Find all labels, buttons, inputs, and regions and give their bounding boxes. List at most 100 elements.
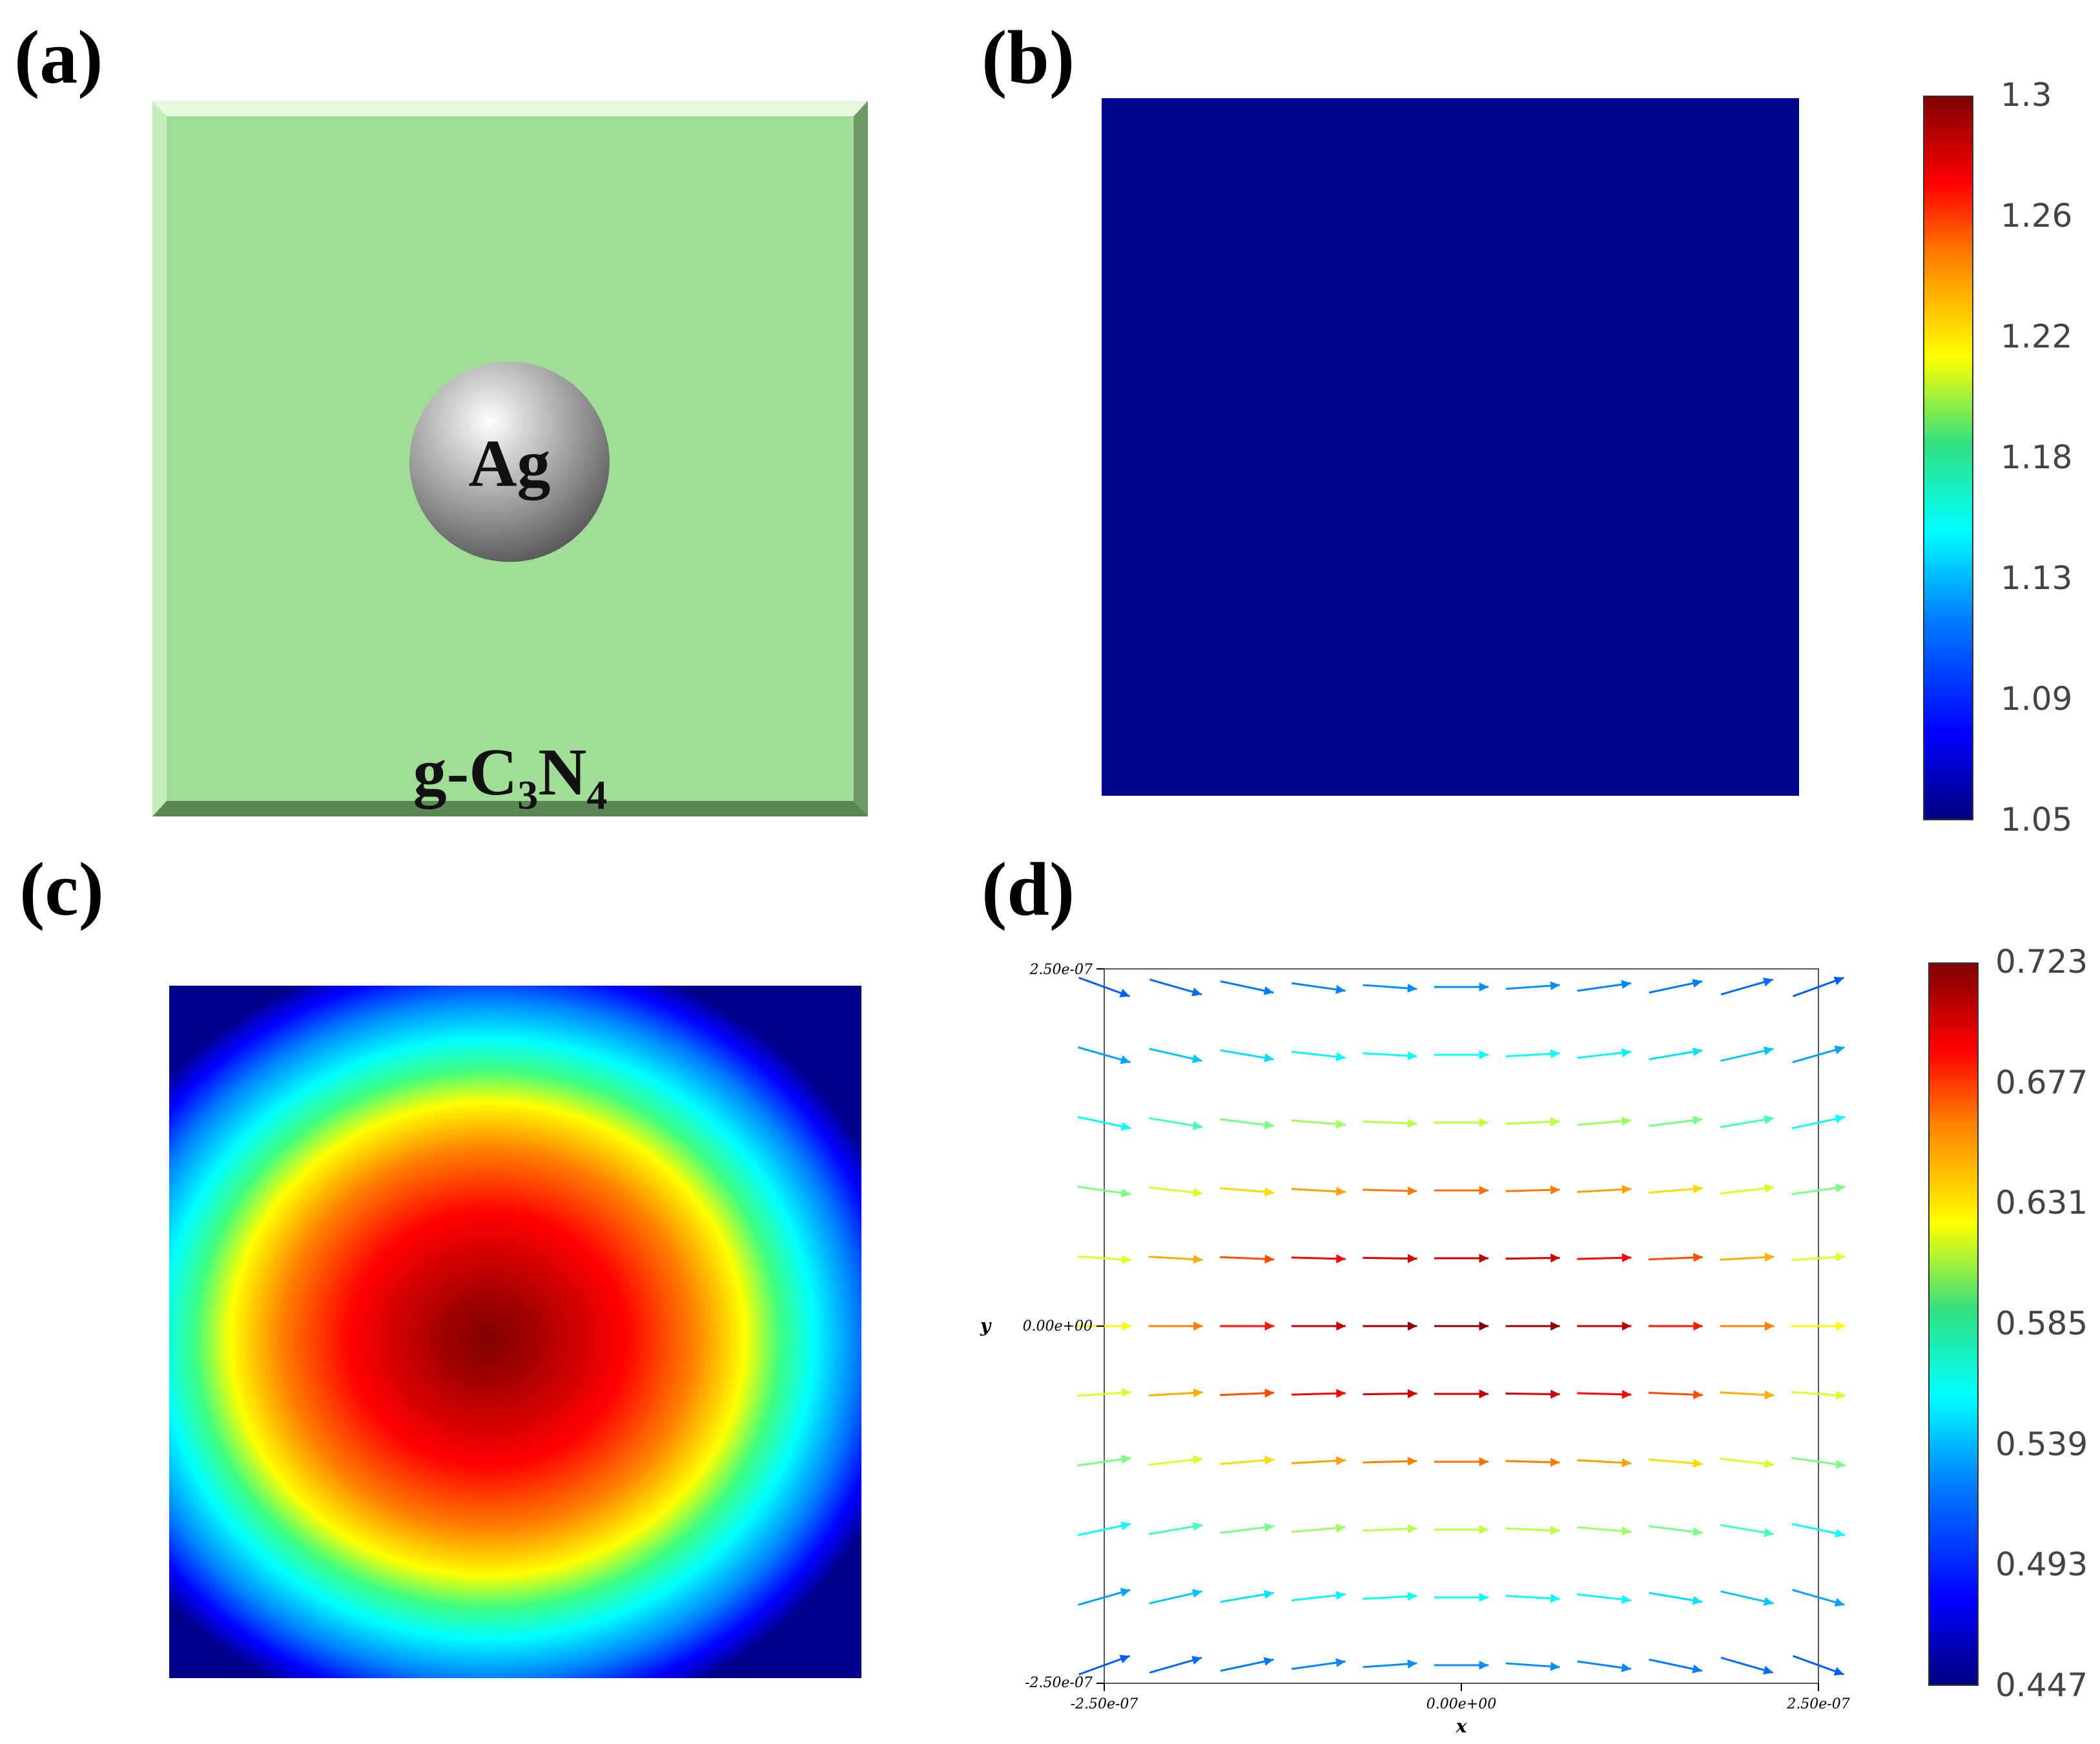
vector-arrowhead bbox=[1122, 1322, 1131, 1331]
vector-arrowhead bbox=[1834, 1597, 1845, 1607]
x-axis-label: x bbox=[1456, 1716, 1467, 1737]
vector-arrowhead bbox=[1764, 1459, 1775, 1468]
vector-arrowhead bbox=[1836, 1390, 1846, 1400]
vector-arrowhead bbox=[1763, 1046, 1774, 1055]
vector-arrowhead bbox=[1550, 1457, 1560, 1467]
vector-arrowhead bbox=[1479, 1593, 1488, 1602]
vector-arrowhead bbox=[1407, 1389, 1417, 1398]
vector-arrowhead bbox=[1264, 1590, 1274, 1599]
vector-arrowhead bbox=[1479, 1050, 1488, 1059]
vector-arrowhead bbox=[1120, 1121, 1131, 1131]
vector-arrowhead bbox=[1191, 1656, 1202, 1665]
vector-arrowhead bbox=[1407, 1457, 1417, 1466]
vector-arrowhead bbox=[1335, 1052, 1346, 1061]
vector-arrowhead bbox=[1693, 1322, 1703, 1331]
vector-arrowhead bbox=[1621, 1458, 1632, 1468]
vector-arrowhead bbox=[1550, 1322, 1560, 1331]
vector-arrowhead bbox=[1621, 1253, 1632, 1263]
vector-arrowhead bbox=[1762, 1665, 1773, 1675]
vector-arrowhead bbox=[1336, 1322, 1346, 1331]
vector-arrowhead bbox=[1621, 1663, 1631, 1672]
vector-arrowhead bbox=[1621, 1322, 1632, 1331]
vector-arrowhead bbox=[1762, 977, 1773, 987]
x-tick-mid: 0.00e+00 bbox=[1426, 1696, 1496, 1712]
vector-arrowhead bbox=[1120, 1588, 1131, 1597]
vector-arrowhead bbox=[1550, 1049, 1560, 1059]
vector-arrowhead bbox=[1335, 1591, 1346, 1600]
panel-d-colorbar-tick: 0.585 bbox=[1995, 1305, 2088, 1342]
vector-arrowhead bbox=[1121, 1188, 1131, 1198]
panel-b-colorbar-tick: 1.13 bbox=[2001, 559, 2073, 597]
vector-arrowhead bbox=[1479, 1457, 1488, 1466]
vector-arrowhead bbox=[1263, 1657, 1274, 1666]
vector-arrowhead bbox=[1264, 1120, 1274, 1130]
vector-arrowhead bbox=[1621, 1048, 1631, 1057]
y-tick-mid: 0.00e+00 bbox=[1023, 1318, 1093, 1334]
vector-arrowhead bbox=[1693, 1459, 1703, 1468]
vector-arrowhead bbox=[1479, 1254, 1488, 1263]
panel-b-label: (b) bbox=[982, 15, 1075, 99]
vector-arrowhead bbox=[1550, 1389, 1560, 1399]
ag-label: Ag bbox=[468, 426, 551, 501]
vector-arrowhead bbox=[1693, 1252, 1703, 1262]
vector-arrowhead bbox=[1764, 1322, 1775, 1331]
vector-arrowhead bbox=[1335, 984, 1346, 994]
panel-d-colorbar-tick: 0.447 bbox=[1995, 1666, 2088, 1704]
x-tick-left: -2.50e-07 bbox=[1071, 1696, 1138, 1712]
vector-arrowhead bbox=[1550, 1185, 1560, 1195]
vector-arrowhead bbox=[1834, 1045, 1845, 1055]
panel-d-colorbar-tick: 0.539 bbox=[1995, 1425, 2088, 1463]
vector-arrowhead bbox=[1621, 1185, 1632, 1194]
vector-arrowhead bbox=[1120, 1521, 1131, 1531]
panel-d-colorbar-tick: 0.723 bbox=[1995, 943, 2088, 981]
panel-b-colorbar-tick: 1.3 bbox=[2001, 76, 2052, 114]
vector-arrowhead bbox=[1264, 1053, 1274, 1063]
panel-d-colorbar bbox=[1928, 962, 1979, 1686]
vector-arrowhead bbox=[1263, 986, 1274, 995]
panel-b-colorbar-tick: 1.05 bbox=[2001, 801, 2073, 838]
vector-arrowhead bbox=[1764, 1184, 1775, 1193]
vector-arrowhead bbox=[1833, 977, 1844, 986]
vector-arrowhead bbox=[1479, 1186, 1488, 1195]
vector-arrowhead bbox=[1835, 1528, 1846, 1538]
vector-arrowhead bbox=[1835, 1114, 1846, 1124]
y-tick-bottom: -2.50e-07 bbox=[1025, 1675, 1093, 1691]
vector-arrowhead bbox=[1833, 1666, 1844, 1676]
vector-arrowhead bbox=[1407, 1322, 1417, 1331]
vector-arrowhead bbox=[1407, 1186, 1417, 1196]
vector-arrowhead bbox=[1479, 1322, 1488, 1331]
vector-arrowhead bbox=[1191, 1589, 1202, 1598]
vector-arrowhead bbox=[1122, 1388, 1131, 1398]
vector-arrowhead bbox=[1335, 1523, 1346, 1533]
panel-b-colorbar-tick: 1.26 bbox=[2001, 197, 2073, 234]
vector-arrowhead bbox=[1693, 1527, 1703, 1537]
vector-arrowhead bbox=[1193, 1388, 1203, 1398]
panel-b-colorbar-tick: 1.18 bbox=[2001, 439, 2073, 476]
vector-arrowhead bbox=[1122, 1254, 1131, 1264]
vector-arrowhead bbox=[1192, 1121, 1203, 1130]
vector-arrowhead bbox=[1479, 1525, 1488, 1534]
vector-arrowhead bbox=[1407, 983, 1417, 993]
vector-arrowhead bbox=[1479, 1661, 1488, 1670]
vector-arrowhead bbox=[1550, 1526, 1560, 1535]
vector-arrowhead bbox=[1550, 1593, 1560, 1603]
vector-arrowhead bbox=[1335, 1658, 1346, 1668]
vector-arrowhead bbox=[1193, 1455, 1203, 1464]
vector-arrowhead bbox=[1264, 1187, 1275, 1197]
vector-arrowhead bbox=[1764, 1252, 1775, 1262]
panel-d-colorbar-tick: 0.631 bbox=[1995, 1184, 2088, 1222]
vector-arrowhead bbox=[1336, 1389, 1346, 1398]
vector-arrowhead bbox=[1264, 1455, 1275, 1465]
vector-arrowhead bbox=[1550, 1661, 1560, 1671]
vector-arrowhead bbox=[1335, 1119, 1346, 1129]
vector-arrowhead bbox=[1407, 1254, 1417, 1263]
vector-arrowhead bbox=[1121, 1455, 1131, 1464]
vector-arrowhead bbox=[1264, 1254, 1275, 1264]
vector-arrowhead bbox=[1621, 1116, 1632, 1126]
vector-arrowhead bbox=[1621, 1595, 1631, 1604]
vector-arrowhead bbox=[1693, 1116, 1703, 1125]
vector-arrowhead bbox=[1550, 1253, 1560, 1263]
vector-arrowhead bbox=[1836, 1322, 1846, 1331]
y-tick-top: 2.50e-07 bbox=[1029, 962, 1093, 978]
vector-arrowhead bbox=[1120, 1055, 1131, 1064]
